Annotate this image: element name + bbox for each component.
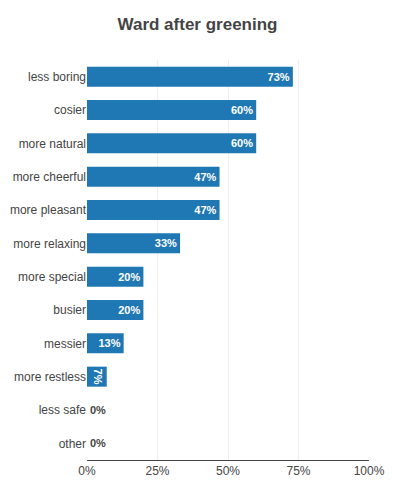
- svg-text:0%: 0%: [90, 437, 106, 449]
- svg-text:13%: 13%: [98, 337, 120, 349]
- svg-text:less boring: less boring: [28, 70, 86, 84]
- svg-text:0%: 0%: [90, 404, 106, 416]
- svg-text:20%: 20%: [118, 271, 140, 283]
- svg-text:33%: 33%: [155, 237, 177, 249]
- svg-text:more relaxing: more relaxing: [13, 237, 86, 251]
- svg-text:more cheerful: more cheerful: [13, 170, 86, 184]
- svg-text:20%: 20%: [118, 304, 140, 316]
- svg-text:75%: 75%: [286, 464, 310, 478]
- svg-text:more natural: more natural: [19, 137, 86, 151]
- svg-text:cosier: cosier: [54, 103, 86, 117]
- svg-text:more special: more special: [18, 270, 86, 284]
- svg-text:100%: 100%: [354, 464, 385, 478]
- svg-text:7%: 7%: [92, 369, 104, 385]
- svg-text:73%: 73%: [268, 71, 290, 83]
- svg-text:more restless: more restless: [14, 370, 86, 384]
- svg-text:60%: 60%: [231, 104, 253, 116]
- svg-text:60%: 60%: [231, 137, 253, 149]
- svg-text:more pleasant: more pleasant: [10, 203, 87, 217]
- svg-text:50%: 50%: [216, 464, 240, 478]
- svg-text:other: other: [59, 437, 86, 451]
- svg-text:busier: busier: [53, 303, 86, 317]
- svg-text:0%: 0%: [78, 464, 96, 478]
- svg-text:less safe: less safe: [39, 403, 87, 417]
- svg-text:47%: 47%: [194, 171, 216, 183]
- svg-text:messier: messier: [44, 337, 86, 351]
- svg-text:25%: 25%: [145, 464, 169, 478]
- svg-text:Ward after greening: Ward after greening: [118, 15, 278, 34]
- svg-text:47%: 47%: [194, 204, 216, 216]
